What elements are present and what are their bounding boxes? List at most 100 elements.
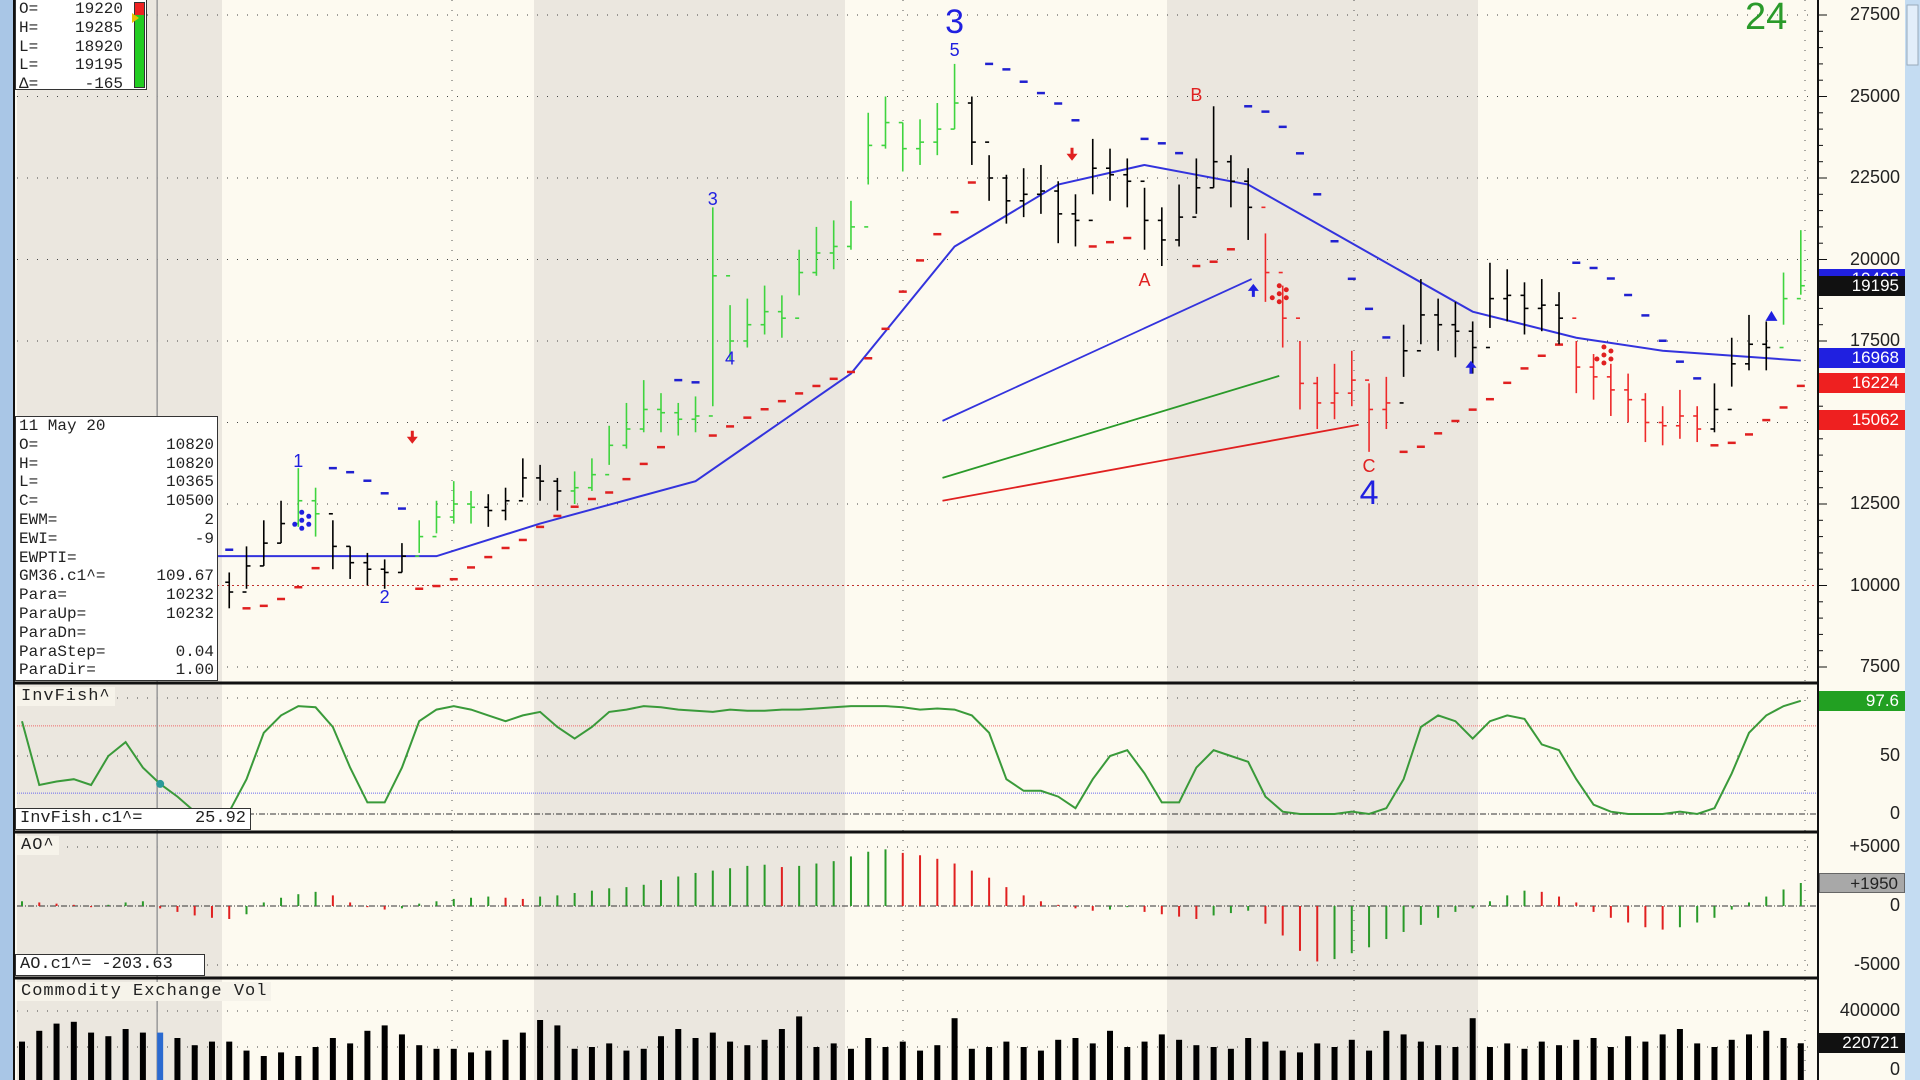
projection-line bbox=[942, 375, 1280, 479]
data-row-value: 2 bbox=[204, 510, 214, 529]
volume-bar bbox=[554, 1025, 561, 1080]
volume-bar bbox=[295, 1056, 302, 1080]
price-bar bbox=[1779, 272, 1788, 349]
price-bar bbox=[881, 96, 890, 149]
ao-readout: AO.c1^= -203.63 bbox=[15, 954, 205, 976]
arrow-down-icon bbox=[406, 430, 418, 444]
price-tag: 15062 bbox=[1819, 410, 1905, 431]
axis-label: 20000 bbox=[1849, 248, 1900, 269]
volume-bar bbox=[1296, 1052, 1303, 1080]
vertical-scrollbar[interactable] bbox=[1905, 0, 1920, 1080]
volume-bar bbox=[709, 1032, 716, 1080]
volume-bar bbox=[1279, 1050, 1286, 1080]
data-row-value: 10365 bbox=[165, 473, 214, 492]
signal-dot bbox=[1594, 356, 1600, 362]
price-bar bbox=[726, 274, 735, 361]
price-tag: 19195 bbox=[1819, 275, 1905, 296]
price-bar bbox=[467, 490, 476, 524]
price-bar bbox=[1019, 168, 1028, 218]
price-bar bbox=[1175, 184, 1184, 247]
volume-bar bbox=[1193, 1045, 1200, 1080]
scrollbar-thumb[interactable] bbox=[1906, 4, 1919, 66]
wave-label: 2 bbox=[380, 587, 390, 607]
price-bar bbox=[1641, 393, 1650, 443]
volume-bar bbox=[623, 1050, 630, 1080]
price-bar bbox=[864, 112, 873, 228]
price-bar bbox=[1796, 230, 1805, 300]
wave-label: 1 bbox=[293, 451, 303, 471]
volume-bar bbox=[865, 1038, 872, 1080]
volume-bar bbox=[1210, 1047, 1217, 1080]
data-row: C= 10500 bbox=[16, 492, 217, 511]
price-bar bbox=[1416, 279, 1425, 352]
data-row-label: H= bbox=[19, 454, 39, 473]
wave-label: A bbox=[1139, 270, 1151, 290]
data-row-value: -165 bbox=[84, 75, 123, 94]
price-bar bbox=[1278, 271, 1287, 348]
axis-label: +5000 bbox=[1849, 836, 1900, 856]
volume-bar bbox=[1486, 1047, 1493, 1080]
data-row: L= 19195 bbox=[16, 56, 126, 75]
ao-value-tag: +1950 bbox=[1819, 872, 1905, 893]
volume-bar bbox=[1676, 1029, 1683, 1080]
wave-count-label: 24 bbox=[1745, 0, 1788, 38]
session-band bbox=[1167, 0, 1478, 1080]
volume-bar bbox=[1538, 1041, 1545, 1080]
price-bar bbox=[846, 200, 855, 250]
data-row: H= 19285 bbox=[16, 19, 126, 38]
volume-bar bbox=[174, 1038, 181, 1080]
data-row: ParaUp= 10232 bbox=[16, 605, 217, 624]
price-bar bbox=[1434, 298, 1443, 351]
data-row-label: L= bbox=[19, 56, 39, 75]
price-bar bbox=[1036, 164, 1045, 214]
volume-bar bbox=[122, 1029, 129, 1080]
volume-bar bbox=[796, 1016, 803, 1080]
volume-bar bbox=[1055, 1039, 1062, 1080]
data-row-label: L= bbox=[19, 473, 39, 492]
data-row: O= 10820 bbox=[16, 436, 217, 455]
signal-dot bbox=[1283, 287, 1289, 293]
price-bar bbox=[1745, 314, 1753, 371]
volume-bar bbox=[1711, 1047, 1718, 1080]
volume-bar bbox=[1590, 1038, 1597, 1080]
price-bar bbox=[1347, 350, 1356, 407]
projection-line bbox=[942, 423, 1359, 502]
data-row-label: ParaDir= bbox=[19, 661, 96, 680]
price-bar bbox=[985, 141, 994, 201]
price-axis bbox=[1818, 0, 1905, 1080]
wave-label: B bbox=[1190, 85, 1202, 105]
cursor-date: 11 May 20 bbox=[19, 417, 106, 435]
volume-bar bbox=[88, 1032, 95, 1080]
price-bar bbox=[1658, 406, 1667, 446]
price-bar bbox=[1365, 379, 1374, 452]
volume-bar bbox=[1400, 1034, 1407, 1080]
wave-label: 5 bbox=[950, 40, 960, 60]
volume-bar bbox=[830, 1043, 837, 1080]
data-row-label: ParaDn= bbox=[19, 623, 87, 642]
volume-bar bbox=[1089, 1043, 1096, 1080]
price-bar bbox=[1503, 269, 1512, 322]
price-bar bbox=[415, 520, 424, 557]
left-border bbox=[0, 0, 14, 1080]
volume-bar bbox=[761, 1039, 768, 1080]
volume-bar bbox=[1124, 1047, 1131, 1080]
price-tag: 16224 bbox=[1819, 372, 1905, 393]
volume-bar bbox=[1262, 1041, 1269, 1080]
data-row-label: ParaStep= bbox=[19, 642, 106, 661]
wave-label: 4 bbox=[1360, 474, 1379, 512]
volume-bar bbox=[640, 1048, 647, 1080]
volume-bar bbox=[1452, 1047, 1459, 1080]
data-row: EWPTI= bbox=[16, 549, 217, 568]
signal-dot bbox=[1276, 283, 1282, 289]
signal-dot bbox=[1601, 352, 1607, 358]
signal-dot bbox=[299, 517, 305, 523]
data-row-label: C= bbox=[19, 492, 39, 511]
axis-label: -5000 bbox=[1853, 954, 1900, 974]
volume-bar bbox=[1435, 1045, 1442, 1080]
data-row: ParaDir= 1.00 bbox=[16, 661, 217, 680]
price-bar bbox=[950, 63, 959, 130]
price-bar bbox=[743, 298, 752, 348]
ao-title: AO^ bbox=[17, 836, 59, 855]
arrow-down-icon bbox=[1066, 147, 1078, 161]
